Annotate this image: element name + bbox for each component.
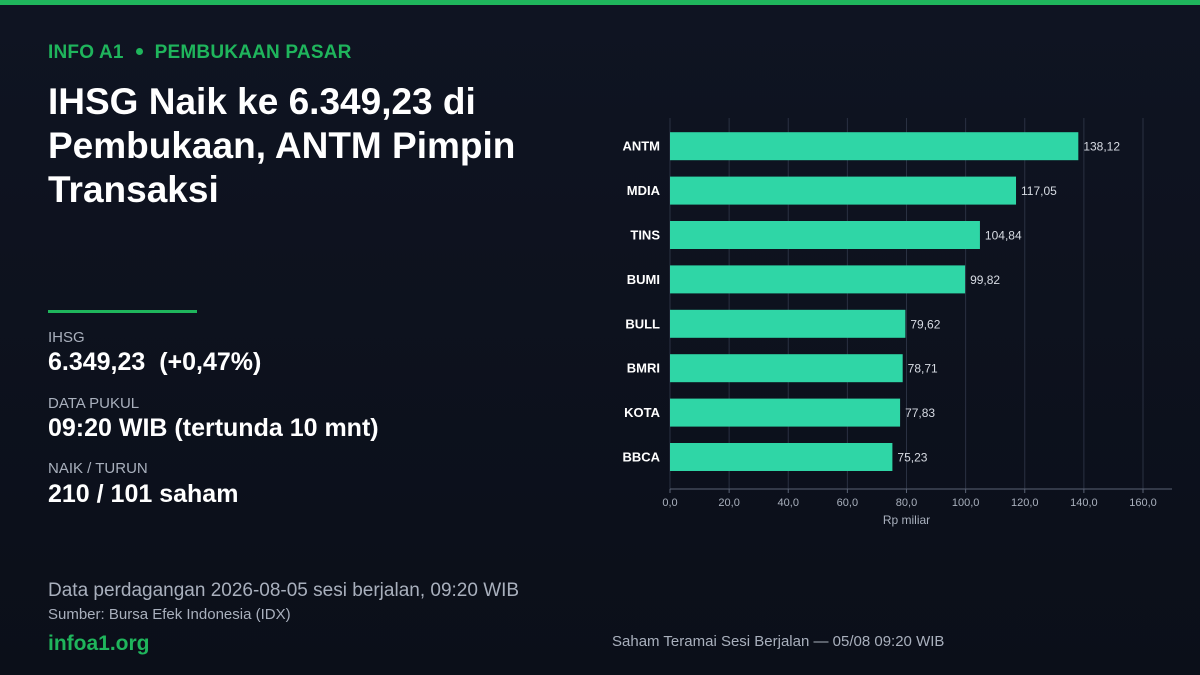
bar-bumi (670, 265, 966, 294)
category-label-kota: KOTA (624, 405, 660, 420)
x-tick-label-0: 0,0 (662, 497, 677, 509)
category-label-antm: ANTM (622, 139, 660, 154)
value-label-bumi: 99,82 (970, 273, 1000, 287)
x-tick-label-8: 160,0 (1129, 497, 1157, 509)
kicker-brand: INFO A1 (48, 42, 124, 63)
value-label-bbca: 75,23 (897, 451, 927, 465)
x-tick-label-5: 100,0 (952, 497, 980, 509)
stat-value-ihsg: 6.349,23 (+0,47%) (48, 348, 262, 376)
stat-label-naik-turun: NAIK / TURUN (48, 460, 148, 477)
bar-mdia (670, 176, 1017, 205)
source-note: Sumber: Bursa Efek Indonesia (IDX) (48, 606, 291, 623)
x-tick-label-6: 120,0 (1011, 497, 1039, 509)
bar-kota (670, 398, 901, 427)
value-label-antm: 138,12 (1083, 140, 1120, 154)
headline: IHSG Naik ke 6.349,23 di Pembukaan, ANTM… (48, 81, 516, 210)
category-label-bbca: BBCA (622, 450, 660, 465)
category-label-bull: BULL (625, 316, 660, 331)
bar-bull (670, 309, 906, 338)
bar-chart: ANTM 138,12 MDIA 117,05 TINS 104,84 BUMI 99,82 B… (622, 118, 1172, 527)
bar-antm (670, 132, 1079, 161)
category-label-mdia: MDIA (627, 183, 661, 198)
value-label-mdia: 117,05 (1021, 184, 1057, 198)
category-label-tins: TINS (630, 228, 660, 243)
value-label-kota: 77,83 (905, 406, 935, 420)
x-tick-label-4: 80,0 (896, 497, 917, 509)
x-tick-label-7: 140,0 (1070, 497, 1098, 509)
category-label-bmri: BMRI (627, 361, 660, 376)
kicker-separator-dot (135, 47, 143, 55)
x-tick-label-2: 40,0 (778, 497, 799, 509)
top-accent-bar (0, 0, 1200, 5)
stat-label-ihsg: IHSG (48, 329, 85, 346)
chart-caption: Saham Teramai Sesi Berjalan — 05/08 09:2… (612, 633, 945, 650)
site-link[interactable]: infoa1.org (48, 632, 150, 655)
bar-bbca (670, 443, 893, 471)
kicker: INFO A1 PEMBUKAAN PASAR (48, 42, 352, 64)
x-axis-label: Rp miliar (883, 513, 930, 527)
value-label-bull: 79,62 (910, 317, 940, 331)
value-label-bmri: 78,71 (908, 362, 938, 376)
value-label-tins: 104,84 (985, 229, 1022, 243)
data-footnote: Data perdagangan 2026-08-05 sesi berjala… (48, 580, 520, 601)
x-tick-label-1: 20,0 (718, 497, 739, 509)
stat-value-data-pukul: 09:20 WIB (tertunda 10 mnt) (48, 414, 379, 442)
stats-divider (48, 310, 197, 313)
category-label-bumi: BUMI (627, 272, 660, 287)
kicker-section: PEMBUKAAN PASAR (154, 42, 352, 63)
stat-label-data-pukul: DATA PUKUL (48, 395, 140, 412)
x-tick-label-3: 60,0 (837, 497, 858, 509)
bar-bmri (670, 354, 903, 383)
bar-tins (670, 221, 980, 249)
stat-value-naik-turun: 210 / 101 saham (48, 480, 239, 508)
